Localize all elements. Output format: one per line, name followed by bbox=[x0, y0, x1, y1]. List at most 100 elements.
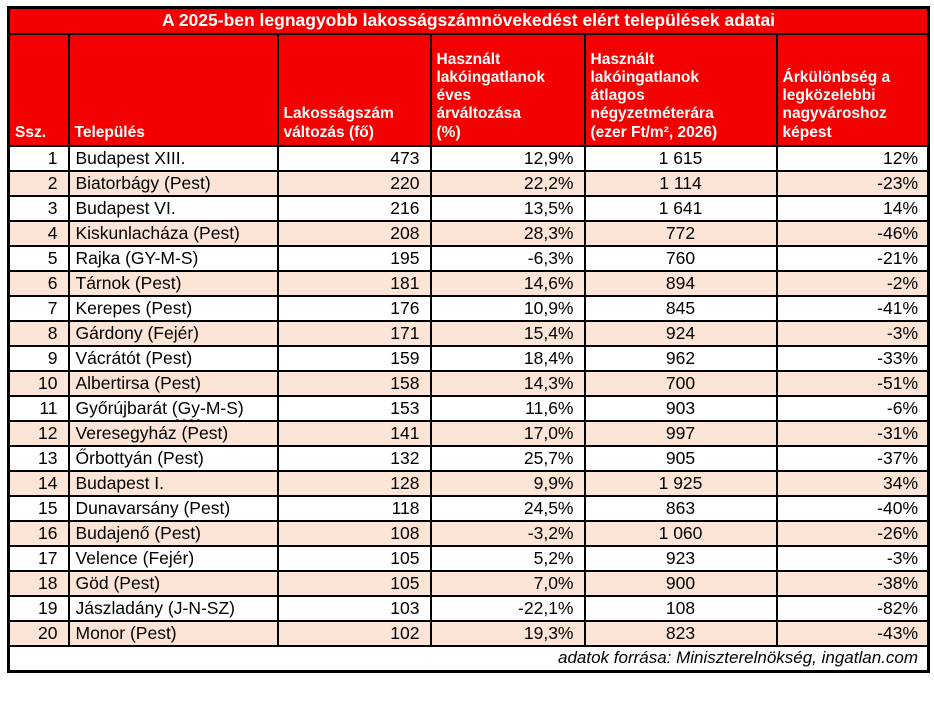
cell-change: 24,5% bbox=[429, 495, 586, 522]
cell-name: Kerepes (Pest) bbox=[67, 295, 279, 322]
cell-price: 760 bbox=[583, 245, 778, 272]
table-row: 16 Budajenő (Pest) 108 -3,2% 1 060 -26% bbox=[7, 520, 930, 547]
cell-pop: 105 bbox=[276, 570, 432, 597]
cell-pop: 181 bbox=[276, 270, 432, 297]
table-row: 20 Monor (Pest) 102 19,3% 823 -43% bbox=[7, 620, 930, 647]
cell-price: 1 641 bbox=[583, 195, 778, 222]
cell-diff: 12% bbox=[775, 145, 930, 172]
table-row: 17 Velence (Fejér) 105 5,2% 923 -3% bbox=[7, 545, 930, 572]
cell-price: 997 bbox=[583, 420, 778, 447]
cell-change: -22,1% bbox=[429, 595, 586, 622]
table-row: 8 Gárdony (Fejér) 171 15,4% 924 -3% bbox=[7, 320, 930, 347]
cell-n: 3 bbox=[7, 195, 70, 222]
col-header-ssz: Ssz. bbox=[7, 33, 70, 147]
cell-diff: -23% bbox=[775, 170, 930, 197]
cell-name: Kiskunlacháza (Pest) bbox=[67, 220, 279, 247]
cell-diff: -41% bbox=[775, 295, 930, 322]
cell-name: Tárnok (Pest) bbox=[67, 270, 279, 297]
cell-price: 905 bbox=[583, 445, 778, 472]
cell-change: 5,2% bbox=[429, 545, 586, 572]
cell-price: 772 bbox=[583, 220, 778, 247]
cell-diff: -31% bbox=[775, 420, 930, 447]
cell-change: 15,4% bbox=[429, 320, 586, 347]
cell-pop: 208 bbox=[276, 220, 432, 247]
cell-change: 28,3% bbox=[429, 220, 586, 247]
table-row: 11 Győrújbarát (Gy-M-S) 153 11,6% 903 -6% bbox=[7, 395, 930, 422]
cell-n: 14 bbox=[7, 470, 70, 497]
table-row: 18 Göd (Pest) 105 7,0% 900 -38% bbox=[7, 570, 930, 597]
cell-change: 14,3% bbox=[429, 370, 586, 397]
cell-price: 923 bbox=[583, 545, 778, 572]
cell-name: Budajenő (Pest) bbox=[67, 520, 279, 547]
cell-diff: -6% bbox=[775, 395, 930, 422]
cell-diff: 14% bbox=[775, 195, 930, 222]
table-body: 1 Budapest XIII. 473 12,9% 1 615 12% 2 Biatorbá… bbox=[7, 145, 930, 647]
cell-diff: -51% bbox=[775, 370, 930, 397]
table-row: 12 Veresegyház (Pest) 141 17,0% 997 -31% bbox=[7, 420, 930, 447]
cell-change: 9,9% bbox=[429, 470, 586, 497]
cell-change: 10,9% bbox=[429, 295, 586, 322]
cell-pop: 216 bbox=[276, 195, 432, 222]
table-row: 15 Dunavarsány (Pest) 118 24,5% 863 -40% bbox=[7, 495, 930, 522]
table-row: 5 Rajka (GY-M-S) 195 -6,3% 760 -21% bbox=[7, 245, 930, 272]
cell-change: -6,3% bbox=[429, 245, 586, 272]
cell-price: 1 615 bbox=[583, 145, 778, 172]
cell-price: 962 bbox=[583, 345, 778, 372]
table-row: 6 Tárnok (Pest) 181 14,6% 894 -2% bbox=[7, 270, 930, 297]
table-row: 14 Budapest I. 128 9,9% 1 925 34% bbox=[7, 470, 930, 497]
cell-n: 20 bbox=[7, 620, 70, 647]
cell-price: 924 bbox=[583, 320, 778, 347]
cell-change: 14,6% bbox=[429, 270, 586, 297]
cell-name: Őrbottyán (Pest) bbox=[67, 445, 279, 472]
cell-n: 13 bbox=[7, 445, 70, 472]
col-header-lakossagszam-valtozas: Lakosságszám változás (fő) bbox=[276, 33, 432, 147]
cell-name: Győrújbarát (Gy-M-S) bbox=[67, 395, 279, 422]
cell-n: 6 bbox=[7, 270, 70, 297]
cell-price: 108 bbox=[583, 595, 778, 622]
spellcheck-underline: (Gy bbox=[171, 398, 200, 418]
cell-pop: 176 bbox=[276, 295, 432, 322]
table-row: 4 Kiskunlacháza (Pest) 208 28,3% 772 -46% bbox=[7, 220, 930, 247]
table-row: 10 Albertirsa (Pest) 158 14,3% 700 -51% bbox=[7, 370, 930, 397]
cell-pop: 158 bbox=[276, 370, 432, 397]
cell-change: 18,4% bbox=[429, 345, 586, 372]
cell-n: 4 bbox=[7, 220, 70, 247]
cell-price: 823 bbox=[583, 620, 778, 647]
col-header-telepules: Település bbox=[67, 33, 279, 147]
cell-change: 22,2% bbox=[429, 170, 586, 197]
cell-n: 8 bbox=[7, 320, 70, 347]
cell-name: Monor (Pest) bbox=[67, 620, 279, 647]
cell-change: 19,3% bbox=[429, 620, 586, 647]
cell-diff: -43% bbox=[775, 620, 930, 647]
cell-price: 863 bbox=[583, 495, 778, 522]
cell-price: 845 bbox=[583, 295, 778, 322]
cell-diff: -21% bbox=[775, 245, 930, 272]
cell-price: 900 bbox=[583, 570, 778, 597]
cell-pop: 195 bbox=[276, 245, 432, 272]
cell-change: 11,6% bbox=[429, 395, 586, 422]
cell-diff: -38% bbox=[775, 570, 930, 597]
table-row: 7 Kerepes (Pest) 176 10,9% 845 -41% bbox=[7, 295, 930, 322]
cell-n: 2 bbox=[7, 170, 70, 197]
cell-pop: 103 bbox=[276, 595, 432, 622]
cell-price: 1 060 bbox=[583, 520, 778, 547]
population-growth-table: A 2025-ben legnagyobb lakosságszámnöveke… bbox=[7, 6, 931, 673]
table-row: 13 Őrbottyán (Pest) 132 25,7% 905 -37% bbox=[7, 445, 930, 472]
cell-change: 12,9% bbox=[429, 145, 586, 172]
cell-n: 9 bbox=[7, 345, 70, 372]
cell-pop: 102 bbox=[276, 620, 432, 647]
table-row: 3 Budapest VI. 216 13,5% 1 641 14% bbox=[7, 195, 930, 222]
cell-diff: -40% bbox=[775, 495, 930, 522]
cell-name: Rajka (GY-M-S) bbox=[67, 245, 279, 272]
cell-pop: 132 bbox=[276, 445, 432, 472]
cell-pop: 220 bbox=[276, 170, 432, 197]
cell-pop: 118 bbox=[276, 495, 432, 522]
cell-n: 15 bbox=[7, 495, 70, 522]
cell-name: Budapest I. bbox=[67, 470, 279, 497]
cell-price: 700 bbox=[583, 370, 778, 397]
cell-name: Gárdony (Fejér) bbox=[67, 320, 279, 347]
cell-name: Göd (Pest) bbox=[67, 570, 279, 597]
cell-name: Dunavarsány (Pest) bbox=[67, 495, 279, 522]
cell-price: 1 114 bbox=[583, 170, 778, 197]
cell-change: 13,5% bbox=[429, 195, 586, 222]
